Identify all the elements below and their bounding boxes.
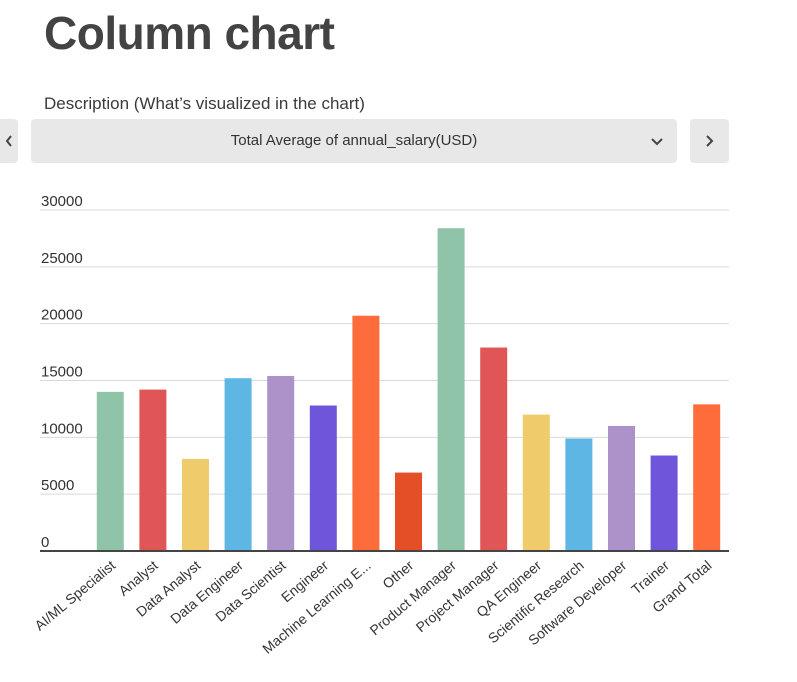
chevron-down-icon — [651, 138, 663, 146]
bar[interactable] — [352, 315, 380, 551]
bar[interactable] — [608, 425, 635, 551]
bar[interactable] — [650, 455, 678, 551]
y-tick-label: 0 — [41, 534, 49, 551]
y-tick-label: 30000 — [41, 193, 83, 210]
x-tick-label: Data Engineer — [167, 557, 246, 627]
bar[interactable] — [139, 389, 167, 551]
y-axis-tick-labels: 0 5000 10000 15000 20000 25000 30000 — [41, 193, 83, 551]
bar[interactable] — [522, 414, 550, 551]
column-chart: 0 5000 10000 15000 20000 25000 30000 AI/ML Spe… — [31, 193, 729, 657]
x-tick-label: AI/ML Specialist — [31, 557, 118, 634]
measure-dropdown[interactable]: Total Average of annual_salary(USD) — [31, 119, 677, 163]
bar[interactable] — [480, 347, 508, 551]
bar[interactable] — [693, 404, 721, 551]
x-tick-label: Other — [379, 557, 416, 592]
page-title: Column chart — [44, 7, 335, 59]
y-tick-label: 25000 — [41, 250, 83, 267]
y-tick-label: 10000 — [41, 420, 83, 437]
bar[interactable] — [395, 472, 422, 551]
next-button[interactable] — [690, 119, 729, 163]
bar[interactable] — [182, 458, 209, 551]
y-tick-label: 20000 — [41, 307, 83, 324]
bar[interactable] — [437, 228, 465, 551]
previous-button[interactable] — [0, 119, 18, 163]
bar[interactable] — [224, 378, 252, 551]
bar[interactable] — [309, 405, 337, 551]
bar[interactable] — [267, 375, 295, 551]
dropdown-selected-value: Total Average of annual_salary(USD) — [230, 132, 478, 149]
bar[interactable] — [565, 438, 593, 551]
y-tick-label: 5000 — [41, 477, 74, 494]
chevron-left-icon — [5, 135, 12, 147]
bars — [96, 228, 721, 551]
chevron-right-icon — [706, 135, 714, 147]
description-label: Description (What’s visualized in the ch… — [44, 94, 365, 113]
bar[interactable] — [96, 391, 124, 551]
y-tick-label: 15000 — [41, 364, 83, 381]
